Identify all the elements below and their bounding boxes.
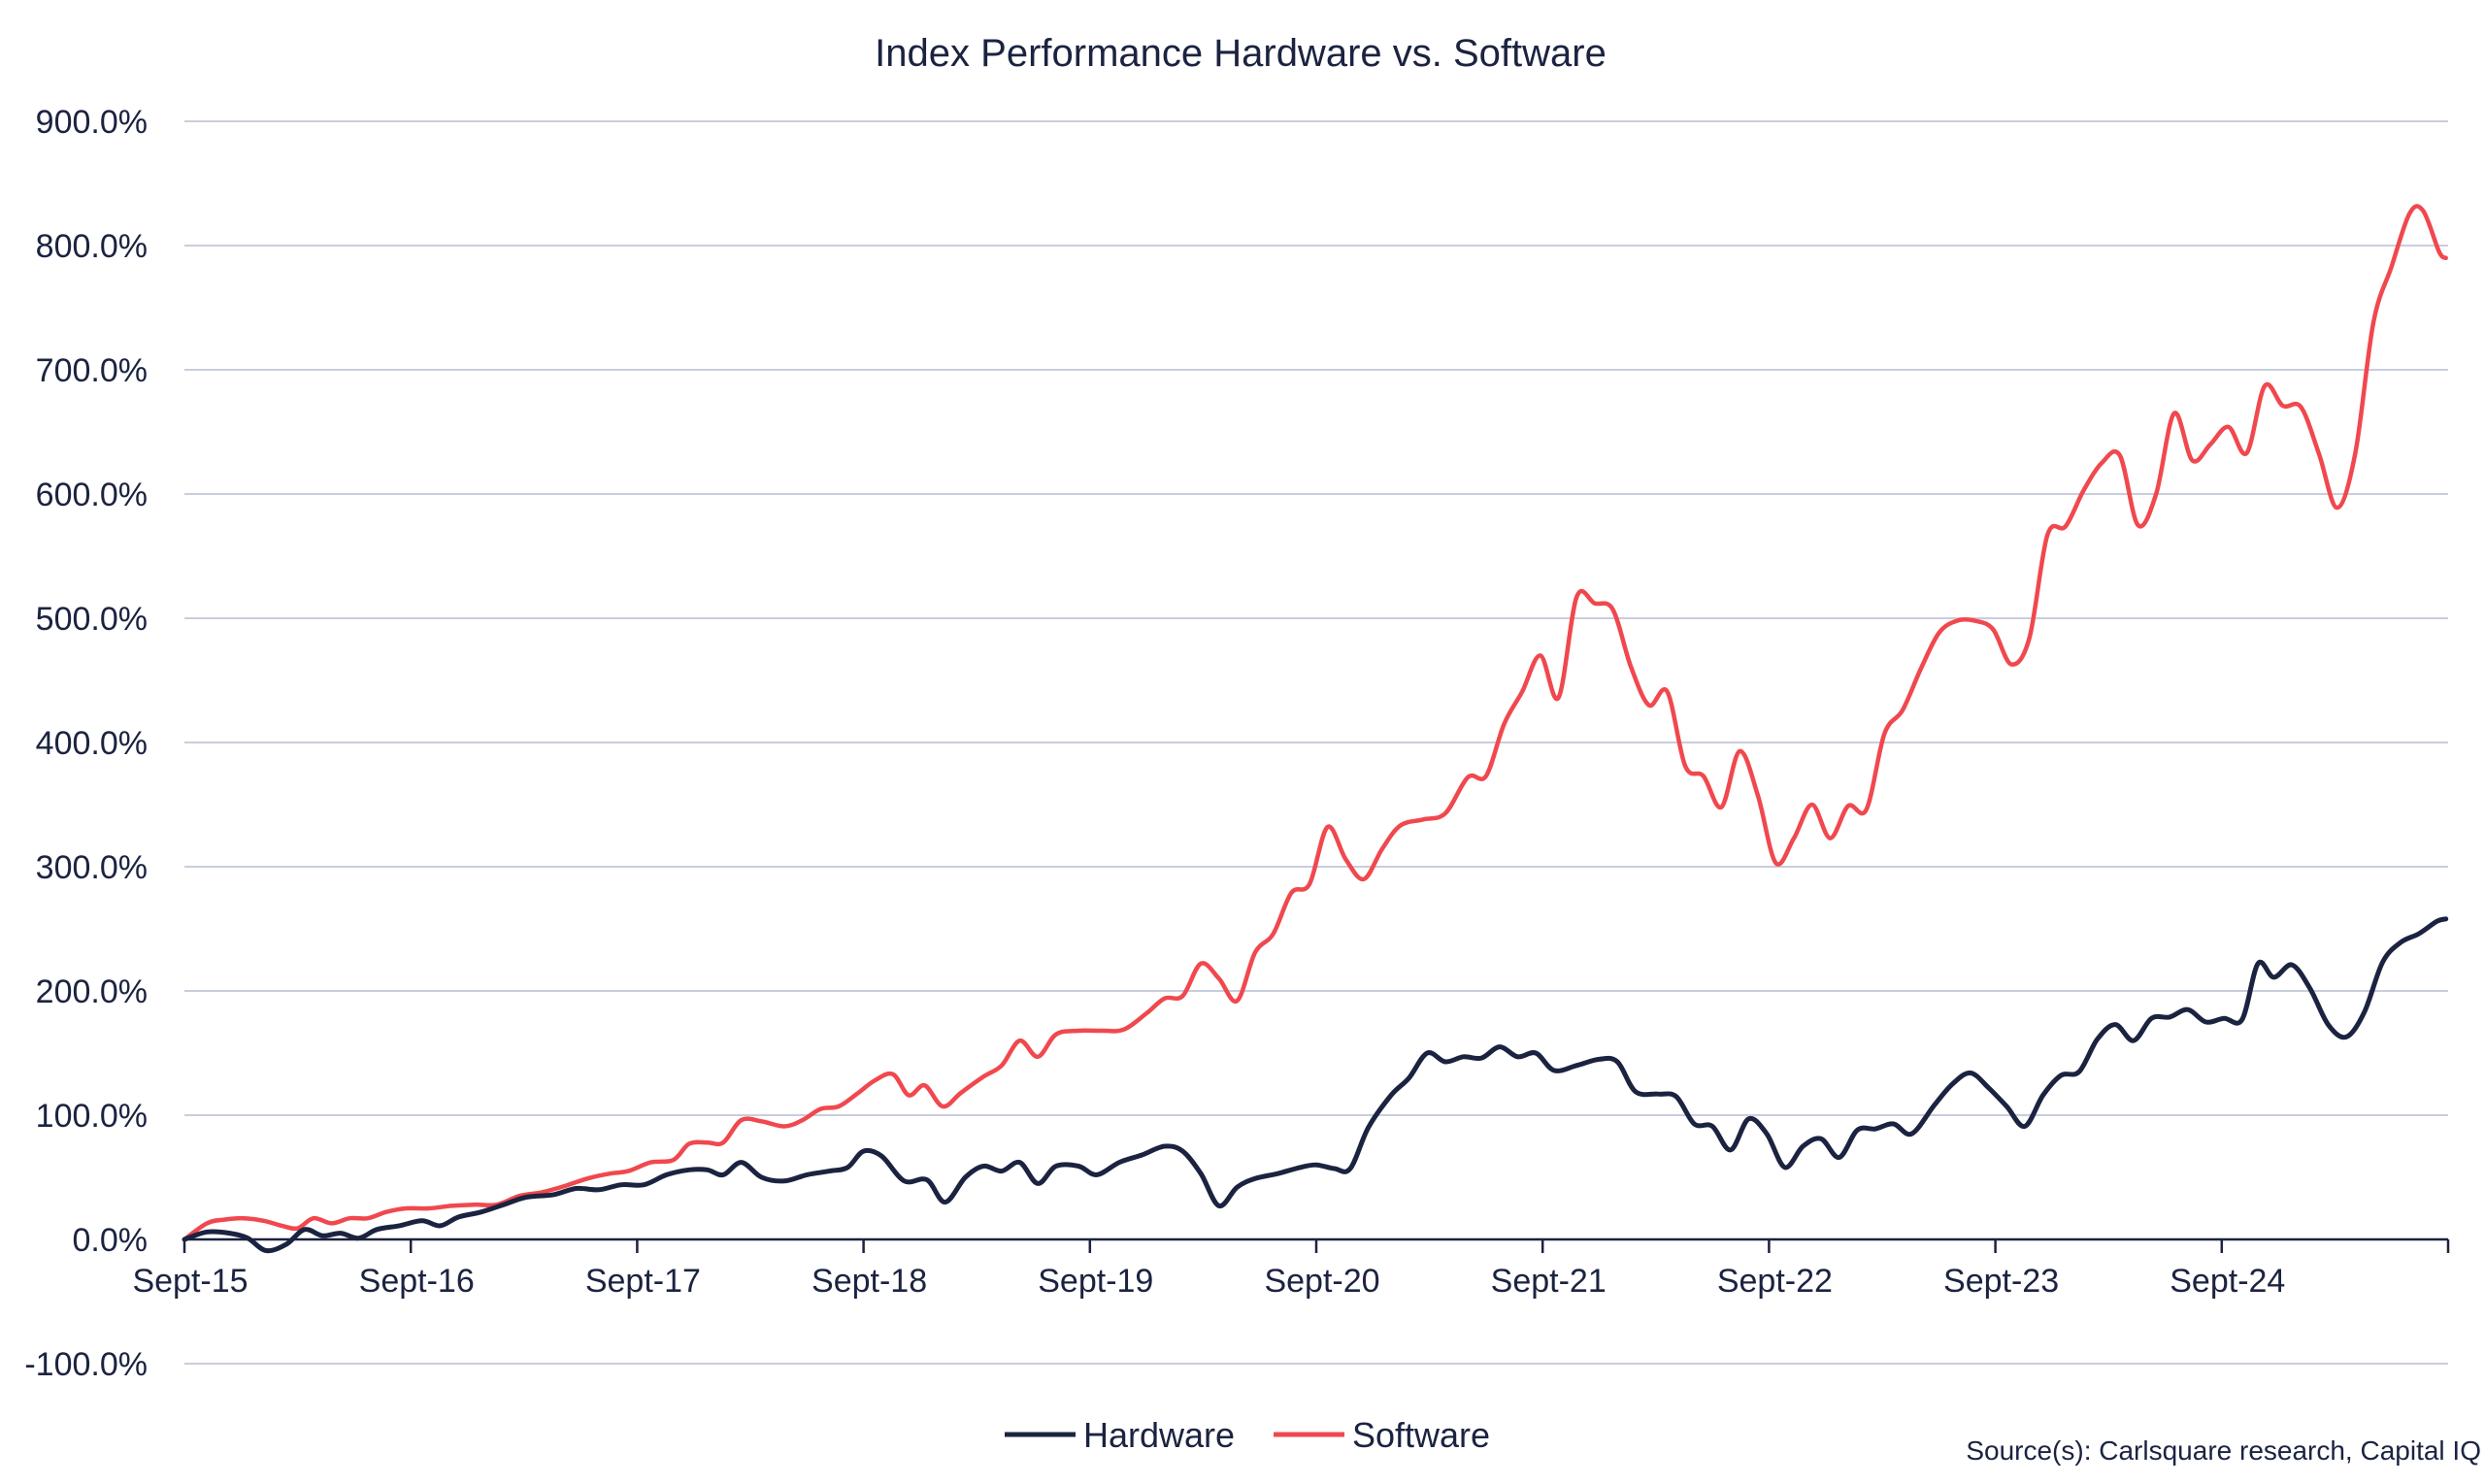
x-tick-label: Sept-15	[132, 1263, 248, 1300]
x-axis-ticks: Sept-15 Sept-16 Sept-17 Sept-18 Sept-19 Sept-…	[132, 1239, 2450, 1300]
x-tick-label: Sept-21	[1491, 1263, 1607, 1300]
legend-label-software: Software	[1352, 1415, 1490, 1455]
y-axis-ticks: -100.0% 0.0% 100.0% 200.0% 300.0% 400.0% 500.0…	[24, 104, 148, 1383]
x-tick-label: Sept-17	[585, 1263, 701, 1300]
y-tick-label: 0.0%	[73, 1222, 149, 1259]
gridlines	[184, 120, 2448, 1365]
source-note: Source(s): Carlsquare research, Capital …	[1966, 1435, 2481, 1466]
x-tick-label: Sept-16	[359, 1263, 475, 1300]
y-tick-label: 400.0%	[36, 725, 148, 762]
x-tick-label: Sept-24	[2170, 1263, 2285, 1300]
series-lines	[182, 204, 2449, 1254]
legend: Hardware Software	[1005, 1415, 1490, 1455]
y-tick-label: 100.0%	[36, 1098, 148, 1135]
y-tick-label: 700.0%	[36, 352, 148, 389]
x-tick-label: Sept-18	[812, 1263, 927, 1300]
x-tick-label: Sept-19	[1038, 1263, 1153, 1300]
y-tick-label: 900.0%	[36, 104, 148, 141]
y-tick-label: 500.0%	[36, 601, 148, 638]
y-tick-label: 200.0%	[36, 973, 148, 1010]
y-tick-label: 800.0%	[36, 228, 148, 265]
series-line-hardware	[182, 916, 2449, 1254]
x-tick-label: Sept-22	[1717, 1263, 1833, 1300]
series-line-software	[182, 204, 2448, 1242]
chart-title: Index Performance Hardware vs. Software	[875, 32, 1607, 75]
legend-label-hardware: Hardware	[1083, 1415, 1235, 1455]
y-tick-label: 300.0%	[36, 849, 148, 886]
y-tick-label: -100.0%	[24, 1346, 148, 1383]
y-tick-label: 600.0%	[36, 477, 148, 513]
x-tick-label: Sept-20	[1264, 1263, 1379, 1300]
x-tick-label: Sept-23	[1943, 1263, 2059, 1300]
